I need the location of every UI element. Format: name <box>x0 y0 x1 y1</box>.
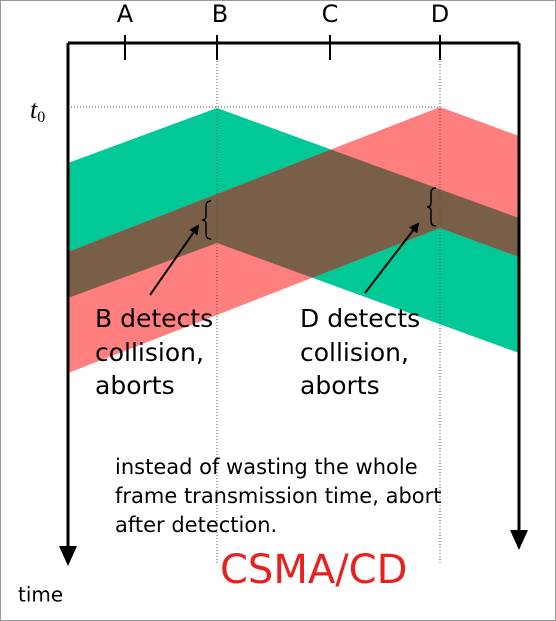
title: CSMA/CD <box>220 547 407 593</box>
arrowhead <box>510 530 528 550</box>
arrowhead <box>59 546 77 566</box>
brace <box>426 187 437 227</box>
time-label: time <box>18 583 63 607</box>
station-ticks <box>124 35 441 60</box>
station-label: B <box>212 0 228 28</box>
caption-line: frame transmission time, abort <box>115 484 441 508</box>
station-label: A <box>117 0 134 28</box>
arrow <box>364 222 420 294</box>
annotation-line: aborts <box>95 371 175 400</box>
text-part: t <box>30 95 38 124</box>
caption-line: instead of wasting the whole <box>115 455 418 479</box>
station-label: C <box>322 0 339 28</box>
annotation-line: B detects <box>95 304 213 333</box>
annotation-line: aborts <box>300 371 380 400</box>
brace <box>201 200 212 240</box>
caption-line: after detection. <box>115 513 277 537</box>
annotation-line: collision, <box>95 338 204 367</box>
annotation-line: collision, <box>300 338 409 367</box>
annotation-line: D detects <box>300 304 420 333</box>
text-part: 0 <box>37 109 45 126</box>
station-label: D <box>431 0 449 28</box>
arrow <box>149 224 200 296</box>
t0-label: t0 <box>30 95 45 126</box>
